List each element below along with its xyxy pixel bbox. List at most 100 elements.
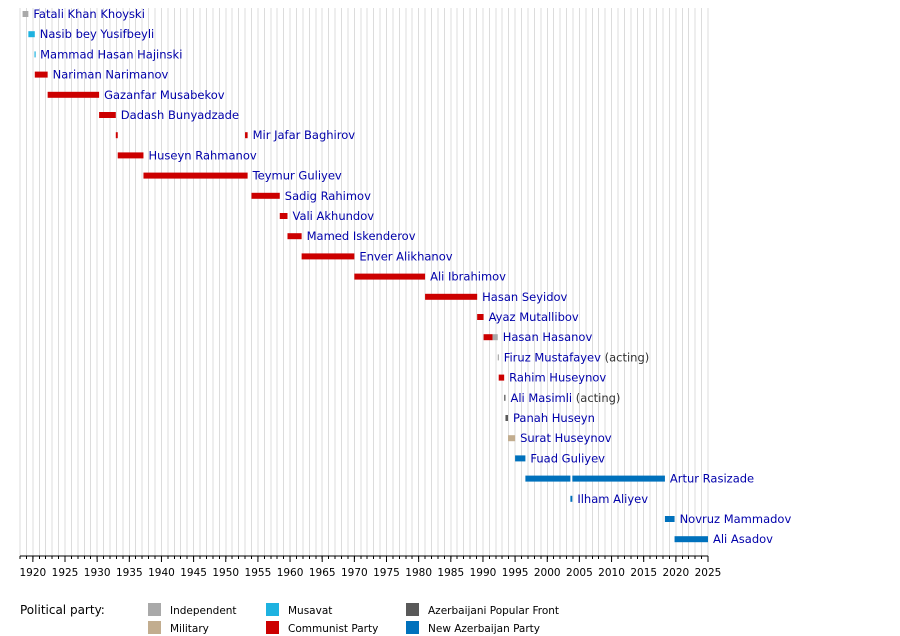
prime-minister-label[interactable]: Vali Akhundov <box>292 209 374 223</box>
prime-minister-name[interactable]: Fatali Khan Khoyski <box>33 7 145 21</box>
x-tick-label: 2025 <box>695 567 722 579</box>
legend-label: Musavat <box>288 605 332 617</box>
prime-minister-name[interactable]: Dadash Bunyadzade <box>121 108 239 122</box>
legend-label: Military <box>170 623 209 635</box>
prime-minister-name[interactable]: Nariman Narimanov <box>53 68 169 82</box>
prime-minister-label[interactable]: Nasib bey Yusifbeyli <box>40 27 154 41</box>
legend-swatch <box>406 603 419 616</box>
prime-minister-label[interactable]: Ali Asadov <box>713 532 773 546</box>
term-bar <box>99 112 116 118</box>
prime-minister-name[interactable]: Sadig Rahimov <box>285 189 371 203</box>
term-bar <box>525 475 571 482</box>
x-tick-label: 1925 <box>52 567 79 579</box>
prime-minister-label[interactable]: Panah Huseyn <box>513 411 595 425</box>
term-bar <box>515 455 526 462</box>
prime-minister-name[interactable]: Huseyn Rahmanov <box>148 148 256 162</box>
prime-minister-name[interactable]: Rahim Huseynov <box>509 371 606 385</box>
prime-minister-label[interactable]: Ali Masimli (acting) <box>510 391 620 405</box>
x-tick-label: 2000 <box>534 567 561 579</box>
legend-swatch <box>406 621 419 634</box>
prime-minister-label[interactable]: Fatali Khan Khoyski <box>33 7 145 21</box>
prime-minister-name[interactable]: Panah Huseyn <box>513 411 595 425</box>
party-legend: Political party: Independent Military Musa… <box>20 603 559 635</box>
term-bar <box>674 536 708 543</box>
prime-minister-label[interactable]: Hasan Seyidov <box>482 290 567 304</box>
term-bar <box>498 374 505 381</box>
prime-minister-label[interactable]: Novruz Mammadov <box>680 512 792 526</box>
prime-minister-name[interactable]: Artur Rasizade <box>670 472 754 486</box>
prime-minister-name[interactable]: Surat Huseynov <box>520 431 612 445</box>
x-tick-label: 2010 <box>598 567 625 579</box>
x-axis: 1920 1925 1930 1935 1940 1945 1950 1955 1960 1965… <box>19 555 722 579</box>
prime-minister-label[interactable]: Mamed Iskenderov <box>307 229 416 243</box>
prime-minister-label[interactable]: Ali Ibrahimov <box>430 270 506 284</box>
prime-minister-name[interactable]: Ayaz Mutallibov <box>489 310 579 324</box>
prime-minister-label[interactable]: Ilham Aliyev <box>577 492 648 506</box>
term-bar <box>492 334 498 341</box>
year-gridlines <box>19 8 709 556</box>
term-bar <box>505 415 509 421</box>
prime-minister-name[interactable]: Vali Akhundov <box>292 209 374 223</box>
x-tick-label: 1995 <box>502 567 529 579</box>
acting-note: (acting) <box>572 391 620 405</box>
term-bar <box>572 475 665 482</box>
prime-minister-name[interactable]: Ali Ibrahimov <box>430 270 506 284</box>
x-tick-label: 1945 <box>180 567 207 579</box>
prime-minister-name[interactable]: Fuad Guliyev <box>530 451 605 465</box>
term-bar <box>504 394 506 401</box>
prime-minister-label[interactable]: Dadash Bunyadzade <box>121 108 239 122</box>
prime-minister-name[interactable]: Hasan Hasanov <box>503 330 593 344</box>
prime-minister-labels: Fatali Khan Khoyski Nasib bey Yusifbeyli M… <box>33 7 791 546</box>
x-tick-label: 1990 <box>470 567 497 579</box>
legend-label: New Azerbaijan Party <box>428 623 540 635</box>
prime-minister-label[interactable]: Artur Rasizade <box>670 472 754 486</box>
prime-minister-label[interactable]: Mir Jafar Baghirov <box>253 128 356 142</box>
term-bar <box>22 11 29 17</box>
term-bars <box>22 11 708 543</box>
term-bar <box>570 495 573 502</box>
prime-minister-name[interactable]: Novruz Mammadov <box>680 512 792 526</box>
x-tick-label: 1940 <box>148 567 175 579</box>
prime-minister-label[interactable]: Gazanfar Musabekov <box>104 88 225 102</box>
prime-minister-name[interactable]: Mamed Iskenderov <box>307 229 416 243</box>
term-bar <box>301 253 355 260</box>
prime-minister-label[interactable]: Teymur Guliyev <box>252 169 342 183</box>
prime-minister-name[interactable]: Ilham Aliyev <box>577 492 648 506</box>
x-tick-label: 1955 <box>245 567 272 579</box>
prime-minister-name[interactable]: Mammad Hasan Hajinski <box>40 47 182 61</box>
term-bar <box>47 91 100 98</box>
x-tick-label: 1960 <box>277 567 304 579</box>
prime-minister-name[interactable]: Hasan Seyidov <box>482 290 567 304</box>
legend-swatch <box>148 621 161 634</box>
legend-swatch <box>148 603 161 616</box>
prime-minister-name[interactable]: Teymur Guliyev <box>252 169 342 183</box>
prime-minister-name[interactable]: Mir Jafar Baghirov <box>253 128 356 142</box>
x-tick-label: 2015 <box>630 567 657 579</box>
x-tick-label: 1970 <box>341 567 368 579</box>
prime-minister-label[interactable]: Huseyn Rahmanov <box>148 148 256 162</box>
prime-minister-label[interactable]: Fuad Guliyev <box>530 451 605 465</box>
term-bar <box>477 314 484 320</box>
prime-minister-name[interactable]: Gazanfar Musabekov <box>104 88 225 102</box>
term-bar <box>279 213 288 219</box>
prime-minister-label[interactable]: Hasan Hasanov <box>503 330 593 344</box>
prime-minister-label[interactable]: Firuz Mustafayev (acting) <box>504 350 650 364</box>
prime-minister-label[interactable]: Surat Huseynov <box>520 431 612 445</box>
prime-minister-label[interactable]: Mammad Hasan Hajinski <box>40 47 182 61</box>
prime-minister-label[interactable]: Sadig Rahimov <box>285 189 371 203</box>
x-tick-label: 1950 <box>212 567 239 579</box>
term-bar <box>115 132 118 139</box>
acting-note: (acting) <box>601 350 649 364</box>
prime-minister-name[interactable]: Ali Masimli <box>510 391 572 405</box>
prime-minister-label[interactable]: Rahim Huseynov <box>509 371 606 385</box>
prime-minister-label[interactable]: Enver Alikhanov <box>359 249 452 263</box>
legend-title: Political party: <box>20 603 105 617</box>
prime-minister-name[interactable]: Ali Asadov <box>713 532 773 546</box>
term-bar <box>143 172 248 179</box>
prime-minister-name[interactable]: Nasib bey Yusifbeyli <box>40 27 154 41</box>
prime-minister-label[interactable]: Ayaz Mutallibov <box>489 310 579 324</box>
prime-minister-label[interactable]: Nariman Narimanov <box>53 68 169 82</box>
prime-minister-name[interactable]: Enver Alikhanov <box>359 249 452 263</box>
legend-label: Communist Party <box>288 623 378 635</box>
prime-minister-name[interactable]: Firuz Mustafayev <box>504 350 601 364</box>
